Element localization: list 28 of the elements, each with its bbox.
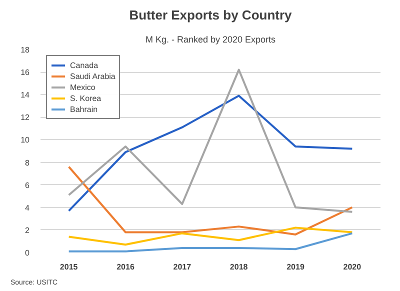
y-tick-label: 0 bbox=[25, 248, 30, 258]
x-tick-label: 2016 bbox=[116, 262, 135, 272]
legend-label: Bahrain bbox=[70, 104, 98, 114]
line-series bbox=[68, 226, 354, 246]
x-tick-label: 2015 bbox=[60, 262, 78, 272]
x-tick-label: 2019 bbox=[286, 262, 305, 272]
chart-subtitle: M Kg. - Ranked by 2020 Exports bbox=[145, 34, 276, 44]
x-tick-label: 2018 bbox=[230, 262, 248, 272]
y-tick-label: 10 bbox=[20, 136, 30, 145]
legend-label: Canada bbox=[70, 60, 98, 70]
line-series bbox=[68, 166, 354, 236]
x-tick-label: 2020 bbox=[343, 262, 362, 272]
y-tick-label: 2 bbox=[25, 226, 30, 235]
y-tick-label: 14 bbox=[20, 90, 30, 100]
y-tick-label: 4 bbox=[25, 203, 30, 212]
legend-label: S. Korea bbox=[70, 93, 102, 103]
line-series bbox=[68, 68, 354, 213]
y-tick-label: 12 bbox=[20, 113, 30, 122]
legend-label: Mexico bbox=[70, 82, 96, 92]
y-tick-label: 8 bbox=[25, 158, 30, 168]
x-tick-label: 2017 bbox=[173, 262, 192, 272]
y-tick-label: 6 bbox=[25, 180, 30, 190]
line-series bbox=[68, 94, 354, 212]
legend-label: Saudi Arabia bbox=[70, 71, 116, 81]
y-tick-label: 18 bbox=[20, 46, 30, 54]
y-tick-label: 16 bbox=[20, 68, 30, 78]
line-series bbox=[68, 232, 354, 252]
chart-title: Butter Exports by Country bbox=[129, 8, 293, 22]
